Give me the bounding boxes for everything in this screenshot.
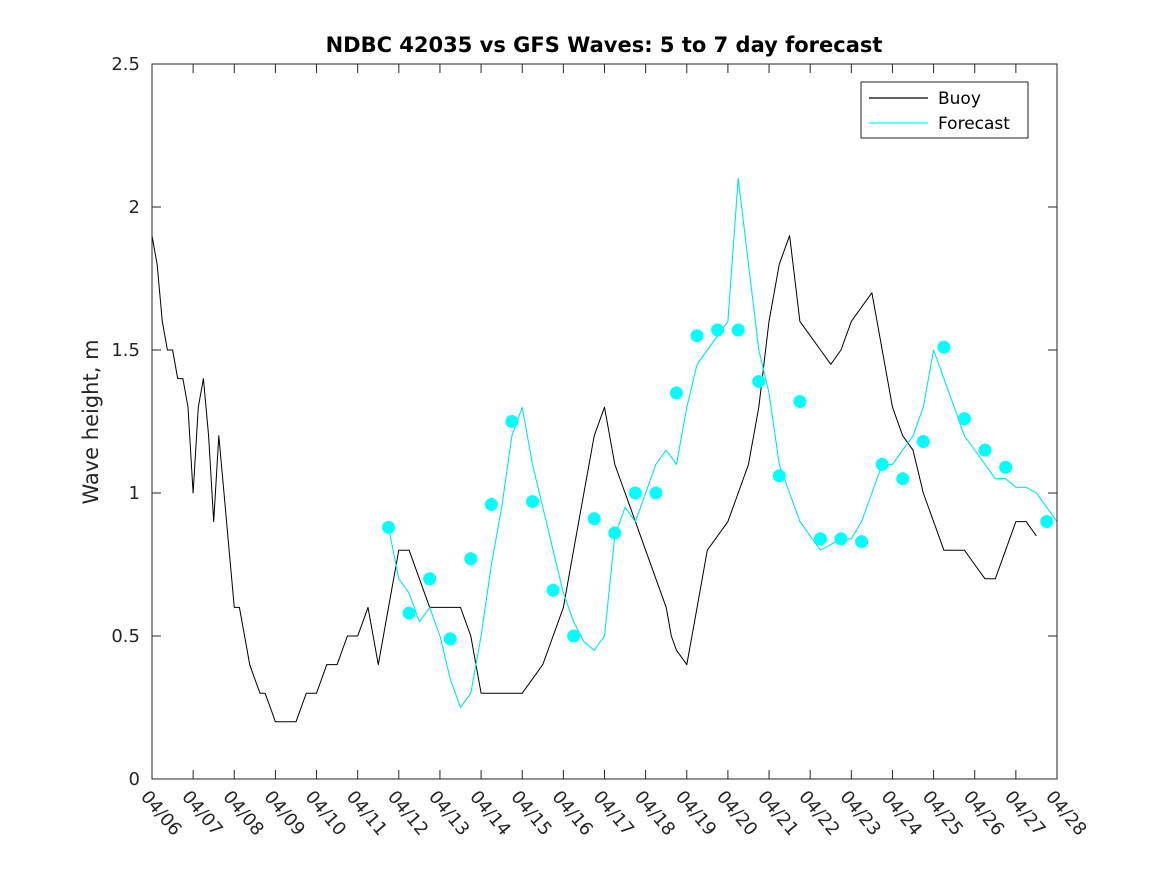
- forecast-marker: [875, 457, 889, 471]
- chart-title: NDBC 42035 vs GFS Waves: 5 to 7 day fore…: [326, 33, 883, 57]
- forecast-marker: [567, 629, 581, 643]
- legend-label-buoy: Buoy: [938, 89, 981, 109]
- forecast-marker: [464, 552, 478, 566]
- forecast-marker: [546, 583, 560, 597]
- forecast-marker: [937, 340, 951, 354]
- forecast-marker: [855, 535, 869, 549]
- forecast-marker: [752, 374, 766, 388]
- forecast-marker: [1040, 515, 1054, 529]
- forecast-marker: [423, 572, 437, 586]
- forecast-marker: [628, 486, 642, 500]
- forecast-marker: [731, 323, 745, 337]
- forecast-marker: [649, 486, 663, 500]
- forecast-marker: [382, 520, 396, 534]
- forecast-marker: [669, 386, 683, 400]
- forecast-marker: [957, 412, 971, 426]
- forecast-marker: [978, 443, 992, 457]
- y-tick-label: 0.5: [111, 626, 140, 647]
- y-tick-label: 2.5: [111, 54, 140, 75]
- forecast-marker: [834, 532, 848, 546]
- forecast-marker: [772, 469, 786, 483]
- forecast-marker: [690, 329, 704, 343]
- legend-box: [860, 81, 1029, 139]
- series-line-buoy: [152, 235, 1037, 723]
- forecast-marker: [916, 435, 930, 449]
- legend: Buoy Forecast: [860, 81, 1029, 139]
- forecast-marker: [402, 606, 416, 620]
- forecast-marker: [813, 532, 827, 546]
- y-tick-label: 1: [129, 483, 140, 504]
- y-tick-label: 1.5: [111, 340, 140, 361]
- y-tick-label: 2: [129, 197, 140, 218]
- forecast-marker: [484, 497, 498, 511]
- forecast-marker: [896, 472, 910, 486]
- legend-label-forecast: Forecast: [938, 114, 1010, 134]
- forecast-marker: [999, 460, 1013, 474]
- forecast-marker: [793, 394, 807, 408]
- forecast-marker: [526, 495, 540, 509]
- y-tick-label: 0: [129, 769, 140, 790]
- y-axis-label: Wave height, m: [79, 339, 103, 504]
- forecast-marker: [443, 632, 457, 646]
- forecast-marker: [608, 526, 622, 540]
- plot-area: [152, 177, 1057, 723]
- forecast-marker: [587, 512, 601, 526]
- forecast-marker: [505, 415, 519, 428]
- forecast-marker: [711, 323, 725, 337]
